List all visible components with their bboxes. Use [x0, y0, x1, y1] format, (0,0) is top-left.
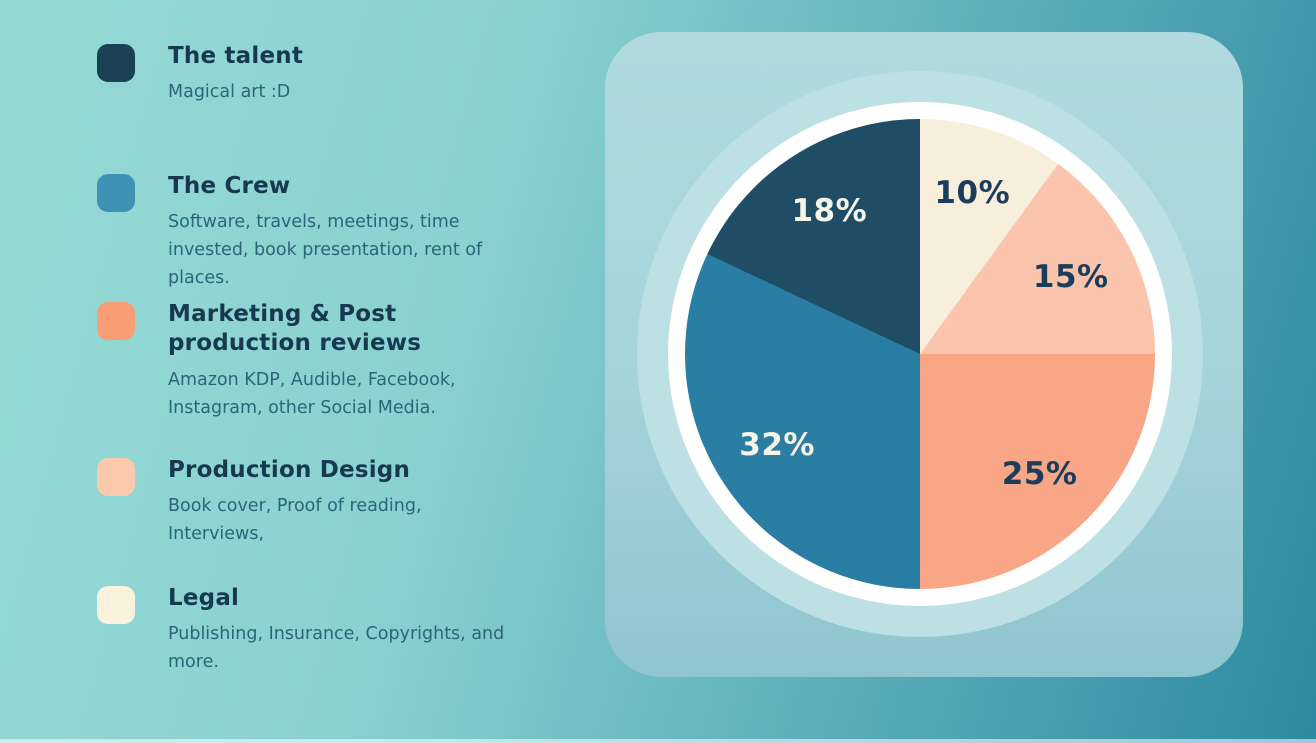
- legend-item-marketing: Marketing & Post production reviews Amaz…: [97, 300, 518, 422]
- pie-slice-label: 10%: [934, 175, 1011, 212]
- crew-title: The Crew: [168, 173, 291, 199]
- pie-chart: 10% 15% 25% 32% 18%: [685, 119, 1155, 589]
- pie-slice-label: 18%: [791, 193, 868, 230]
- production-design-color-swatch: [97, 458, 135, 496]
- talent-description: Magical art :D: [168, 82, 291, 103]
- marketing-description: Amazon KDP, Audible, Facebook, Instagram…: [168, 369, 456, 418]
- production-design-title: Production Design: [168, 457, 411, 483]
- legend-item-legal: Legal Publishing, Insurance, Copyrights,…: [97, 584, 518, 676]
- crew-color-swatch: [97, 174, 135, 212]
- production-design-description: Book cover, Proof of reading, Interviews…: [168, 496, 422, 545]
- bottom-edge-highlight: [0, 739, 1316, 743]
- pie-slice-label: 15%: [1032, 259, 1109, 296]
- legend-item-crew: The Crew Software, travels, meetings, ti…: [97, 172, 518, 292]
- crew-description: Software, travels, meetings, time invest…: [168, 212, 483, 289]
- talent-title: The talent: [168, 43, 304, 69]
- talent-color-swatch: [97, 44, 135, 82]
- legend-item-production-design: Production Design Book cover, Proof of r…: [97, 456, 518, 548]
- legal-description: Publishing, Insurance, Copyrights, and m…: [168, 624, 505, 673]
- marketing-color-swatch: [97, 302, 135, 340]
- legal-title: Legal: [168, 585, 240, 611]
- marketing-title: Marketing & Post production reviews: [168, 301, 422, 357]
- legal-color-swatch: [97, 586, 135, 624]
- pie-slice-label: 32%: [739, 426, 815, 463]
- pie-slice-label: 25%: [1001, 455, 1078, 492]
- legend-item-talent: The talent Magical art :D: [97, 42, 303, 106]
